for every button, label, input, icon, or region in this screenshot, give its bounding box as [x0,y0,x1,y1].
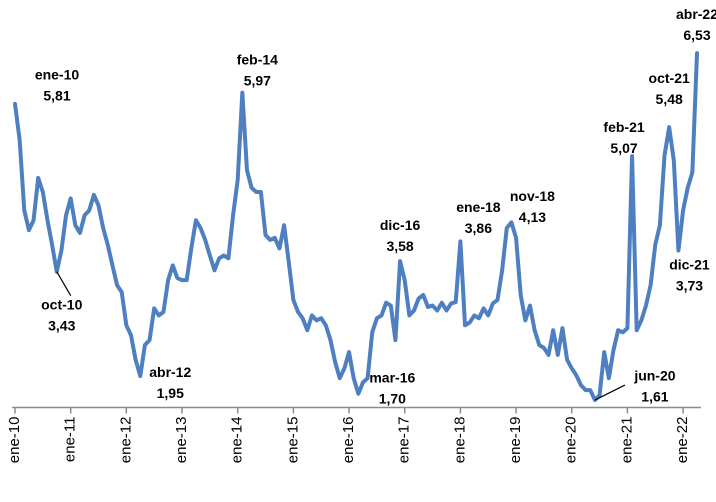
data-label: 3,58 [386,238,413,254]
data-label: 3,43 [48,317,75,333]
annotation-label: oct-21 [649,70,690,86]
annotation-label: jun-20 [633,368,675,384]
data-label: 5,81 [43,88,70,104]
x-tick-label: ene-17 [396,417,413,464]
annotation-label: abr-12 [149,364,191,380]
annotation-label: nov-18 [510,188,555,204]
annotation-label: dic-21 [669,256,710,272]
x-tick-label: ene-15 [284,417,301,464]
data-label: 3,73 [676,277,703,293]
annotation-label: feb-21 [603,119,644,135]
x-tick-label: ene-14 [229,417,246,464]
data-label: 6,53 [683,27,710,43]
annotation-label: abr-22 [676,6,716,22]
x-tick-label: ene-16 [340,417,357,464]
annotation-label: ene-10 [35,67,80,83]
data-label: 1,95 [157,385,184,401]
data-label: 3,86 [465,220,492,236]
data-label: 5,97 [244,72,271,88]
annotation-label: ene-18 [456,199,501,215]
data-label: 5,07 [610,140,637,156]
annotation-label: oct-10 [41,296,82,312]
data-label: 1,70 [379,390,406,406]
x-tick-label: ene-21 [618,417,635,464]
leader-line [594,384,626,401]
x-tick-label: ene-12 [117,417,134,464]
x-tick-label: ene-20 [563,417,580,464]
data-label: 1,61 [641,389,668,405]
x-tick-label: ene-13 [173,417,190,464]
leader-line [56,271,72,297]
x-tick-label: ene-10 [6,417,23,464]
x-tick-label: ene-18 [451,417,468,464]
x-tick-label: ene-19 [507,417,524,464]
annotation-label: feb-14 [237,51,278,67]
data-label: 5,48 [656,91,683,107]
annotation-label: mar-16 [369,369,415,385]
data-label: 4,13 [519,209,546,225]
annotation-label: dic-16 [380,217,421,233]
line-series [13,51,699,403]
x-tick-label: ene-11 [62,417,79,463]
x-tick-label: ene-22 [674,417,691,464]
